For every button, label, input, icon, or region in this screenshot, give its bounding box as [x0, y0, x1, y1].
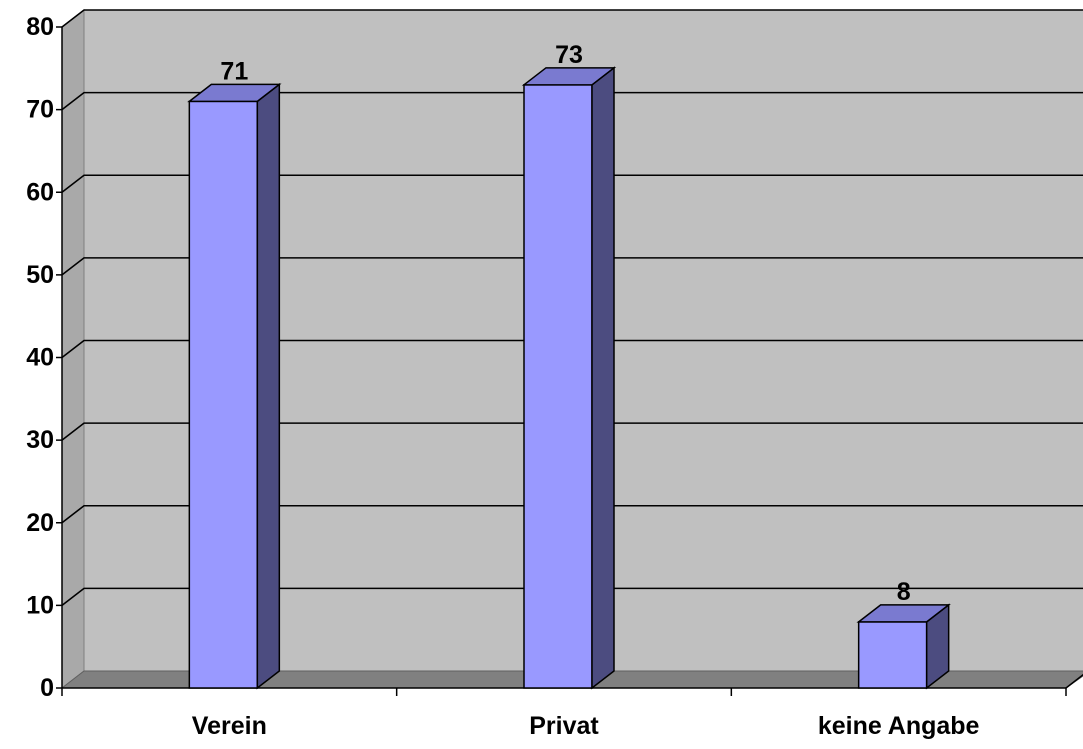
- gridline: [61, 587, 1083, 607]
- bar-front: [523, 84, 593, 689]
- y-tick-label: 10: [26, 591, 54, 619]
- y-tick-label: 80: [26, 13, 54, 41]
- x-axis-depth-line: [1065, 673, 1083, 689]
- bar-front: [188, 100, 259, 689]
- gridline: [61, 91, 1083, 111]
- data-label: 73: [555, 41, 583, 69]
- x-tick-label: keine Angabe: [818, 712, 980, 740]
- y-tick-label: 30: [26, 426, 54, 454]
- x-tick-label: Verein: [192, 712, 267, 740]
- x-tick-label: Privat: [529, 712, 599, 740]
- bar-top: [521, 67, 617, 86]
- bar-top: [187, 83, 282, 103]
- gridline: [61, 339, 1083, 359]
- y-tick-label: 40: [26, 344, 54, 372]
- data-label: 8: [897, 578, 911, 606]
- gridline: [61, 257, 1083, 276]
- gridlines: [61, 9, 1083, 607]
- bar-top: [856, 604, 951, 623]
- bar-verein: [187, 82, 282, 690]
- gridline: [61, 174, 1083, 193]
- bar-side: [591, 66, 615, 690]
- data-label: 71: [220, 57, 248, 85]
- gridline: [61, 504, 1083, 524]
- bar-front: [857, 621, 928, 689]
- gridline: [61, 422, 1083, 441]
- bar-privat: [521, 66, 617, 690]
- y-tick-label: 70: [26, 96, 54, 124]
- y-tick-label: 60: [26, 178, 54, 206]
- y-tick-label: 20: [26, 509, 54, 537]
- labels: 0 10 20 30 40 50 60 70 80 71 Verein 73 Privat 8 keine …: [26, 13, 979, 740]
- y-tick-label: 50: [26, 261, 54, 289]
- bar-side: [256, 82, 281, 690]
- gridline: [61, 9, 1083, 28]
- y-tick-label: 0: [40, 674, 54, 702]
- bar-keine-angabe: [856, 603, 951, 690]
- bars: [187, 66, 951, 690]
